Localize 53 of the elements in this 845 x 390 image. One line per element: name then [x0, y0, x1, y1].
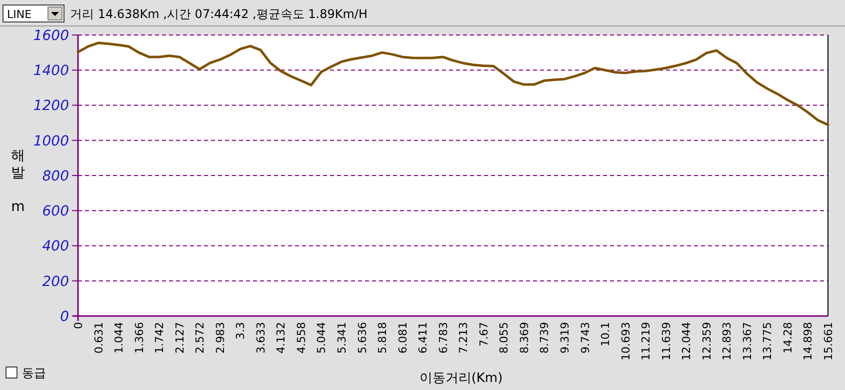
y-tick-label: 400	[42, 238, 70, 255]
x-axis-title: 이동거리(Km)	[419, 371, 503, 386]
x-tick-label: 5.818	[376, 322, 390, 354]
line-series	[76, 42, 830, 126]
x-tick-label: 5.044	[315, 322, 328, 354]
x-tick-label: 9.743	[578, 322, 592, 354]
checkbox: 동급	[6, 366, 46, 380]
x-tick-label: 6.081	[396, 322, 410, 354]
x-tick-label: 1.742	[153, 322, 166, 354]
x-tick-label: 1.044	[112, 322, 126, 354]
x-tick-label: 4.558	[294, 322, 308, 354]
x-tick-label: 8.739	[538, 322, 552, 354]
y-tick-label: 1600	[33, 28, 70, 44]
chart-type-dropdown: LINE	[2, 4, 64, 22]
x-tick-label: 14.898	[802, 322, 815, 360]
x-tick-label: 7.67	[477, 322, 490, 346]
x-tick-label: 11.639	[660, 322, 673, 360]
x-tick-label: 15.661	[822, 322, 835, 360]
chart-title: 거리 14.638Km ,시간 07:44:42 ,평균속도 1.89Km/H	[70, 7, 368, 21]
y-tick-label: 200	[42, 274, 70, 290]
x-tick-label: 12.044	[680, 322, 694, 360]
x-tick-label: 5.636	[356, 322, 369, 354]
y-tick-label: 800	[42, 168, 70, 184]
x-tick-label: 2.572	[194, 322, 207, 354]
x-tick-label: 0.631	[92, 322, 106, 354]
x-tick-label: 3.633	[254, 322, 268, 354]
y-tick-label: 1000	[33, 133, 70, 150]
x-tick-label: 2.127	[173, 322, 186, 354]
x-tick-label: 12.893	[720, 322, 734, 360]
x-tick-label: 14.28	[781, 322, 794, 354]
x-tick-label: 8.369	[518, 322, 531, 354]
x-tick-label: 7.213	[457, 322, 470, 354]
x-tick-label: 13.775	[761, 322, 774, 360]
text: 해발 m	[11, 148, 25, 215]
y-tick-label: 1400	[33, 63, 70, 80]
x-tick-label: 2.983	[214, 322, 227, 354]
y-tick-label: 600	[42, 204, 70, 220]
x-tick-label: 10.693	[619, 322, 632, 360]
x-tick-label: 12.359	[700, 322, 714, 360]
x-tick-label: 5.341	[336, 322, 349, 354]
x-tick-label: 13.367	[740, 322, 754, 360]
x-tick-label: 10.1	[599, 322, 612, 346]
y-tick-label: 0	[60, 308, 70, 325]
x-tick-label: 0	[72, 322, 85, 329]
x-tick-label: 9.319	[558, 322, 572, 354]
x-tick-label: 8.055	[498, 322, 511, 354]
x-tick-label: 3.3	[234, 322, 248, 340]
x-tick-label: 4.132	[274, 322, 288, 354]
x-tick-label: 1.366	[132, 322, 146, 354]
x-tick-label: 11.219	[640, 322, 653, 360]
y-tick-label: 1200	[33, 98, 70, 114]
x-tick-label: 6.783	[436, 322, 450, 354]
x-tick-label: 6.411	[416, 322, 430, 354]
